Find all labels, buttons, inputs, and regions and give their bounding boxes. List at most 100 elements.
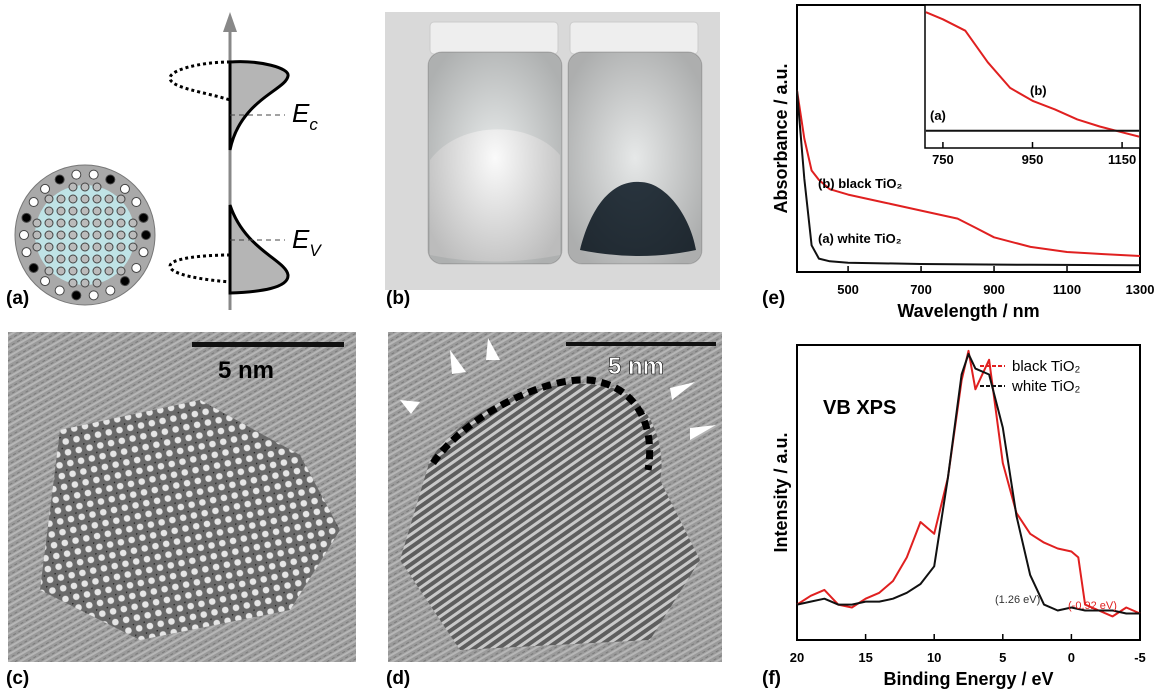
surface-dot — [106, 286, 115, 295]
x-tick-label: 5 — [999, 650, 1006, 665]
lattice-dot — [93, 183, 101, 191]
lattice-dot — [105, 195, 113, 203]
lattice-dot — [129, 231, 137, 239]
lattice-dot — [45, 243, 53, 251]
lattice-dot — [69, 219, 77, 227]
surface-dot — [41, 184, 50, 193]
x-tick-label: 1150 — [1108, 152, 1136, 167]
x-tick-label: 700 — [910, 282, 932, 297]
lattice-dot — [93, 231, 101, 239]
lattice-dot — [117, 195, 125, 203]
lattice-dot — [57, 219, 65, 227]
x-tick-label: 0 — [1068, 650, 1075, 665]
annotation: (-0.92 eV) — [1068, 600, 1117, 612]
lattice-dot — [69, 231, 77, 239]
lattice-dot — [117, 231, 125, 239]
ev-main: E — [292, 224, 310, 254]
x-axis-label: Binding Energy / eV — [883, 669, 1053, 689]
ec-main: E — [292, 98, 310, 128]
lattice-dot — [117, 219, 125, 227]
surface-dot — [55, 175, 64, 184]
scale-bar-label: 5 nm — [218, 357, 274, 384]
lattice-dot — [45, 255, 53, 263]
panel-label: (a) — [6, 288, 29, 309]
lattice-dot — [69, 195, 77, 203]
lattice-dot — [81, 255, 89, 263]
series-label: (b) black TiO₂ — [818, 176, 902, 191]
surface-dot — [120, 277, 129, 286]
lattice-dot — [105, 207, 113, 215]
panel-label: (f) — [762, 668, 781, 689]
lattice-dot — [69, 243, 77, 251]
lattice-dot — [129, 219, 137, 227]
lattice-dot — [33, 219, 41, 227]
plot-frame — [797, 345, 1140, 640]
surface-dot — [139, 213, 148, 222]
lattice-dot — [105, 267, 113, 275]
lattice-dot — [81, 219, 89, 227]
lattice-dot — [81, 279, 89, 287]
surface-dot — [89, 170, 98, 179]
lattice-dot — [117, 243, 125, 251]
x-tick-label: -5 — [1134, 650, 1146, 665]
annotation: VB XPS — [823, 397, 896, 419]
surface-dot — [106, 175, 115, 184]
lattice-dot — [45, 231, 53, 239]
surface-dot — [55, 286, 64, 295]
lattice-dot — [93, 195, 101, 203]
panel-label: (d) — [386, 668, 410, 689]
lattice-dot — [69, 267, 77, 275]
ec-sub: c — [309, 115, 318, 134]
panel-d-tem — [388, 332, 722, 662]
surface-dot — [132, 198, 141, 207]
lattice-dot — [57, 255, 65, 263]
surface-dot — [72, 291, 81, 300]
scale-bar-label: 5 nm — [608, 353, 664, 380]
lattice-dot — [81, 231, 89, 239]
lattice-dot — [45, 195, 53, 203]
surface-dot — [72, 170, 81, 179]
surface-dot — [41, 277, 50, 286]
lattice-dot — [81, 267, 89, 275]
legend-label: black TiO₂ — [1012, 358, 1081, 375]
annotation: (1.26 eV) — [995, 594, 1040, 606]
lattice-dot — [93, 255, 101, 263]
x-tick-label: 20 — [790, 650, 804, 665]
series-label: (b) — [1030, 83, 1047, 98]
lattice-dot — [57, 207, 65, 215]
surface-dot — [132, 263, 141, 272]
surface-dot — [89, 291, 98, 300]
figure: Ec EV (a) (b) 5 nm (c) 5 nm (d) (e) (f) … — [0, 0, 1159, 689]
lattice-dot — [81, 207, 89, 215]
panel-label: (e) — [762, 288, 785, 309]
lattice-dot — [45, 219, 53, 227]
panel-label: (b) — [386, 288, 410, 309]
x-tick-label: 900 — [983, 282, 1005, 297]
lattice-dot — [45, 207, 53, 215]
lattice-dot — [81, 195, 89, 203]
lattice-dot — [105, 255, 113, 263]
lattice-dot — [117, 255, 125, 263]
x-tick-label: 10 — [927, 650, 941, 665]
x-axis-label: Wavelength / nm — [897, 301, 1039, 321]
lattice-dot — [33, 231, 41, 239]
lattice-dot — [93, 219, 101, 227]
x-tick-label: 750 — [932, 152, 954, 167]
ev-sub: V — [309, 241, 322, 260]
x-tick-label: 1300 — [1126, 282, 1155, 297]
lattice-dot — [57, 231, 65, 239]
x-tick-label: 950 — [1022, 152, 1044, 167]
x-tick-label: 15 — [858, 650, 872, 665]
lattice-dot — [81, 243, 89, 251]
lattice-dot — [129, 243, 137, 251]
lattice-dot — [105, 243, 113, 251]
page: {"panels":{"a":{"label":"(a)","ec":{"mai… — [0, 0, 1159, 689]
lattice-dot — [93, 207, 101, 215]
lattice-dot — [33, 243, 41, 251]
surface-dot — [22, 213, 31, 222]
y-axis-label: Absorbance / a.u. — [771, 63, 791, 213]
lattice-dot — [117, 207, 125, 215]
surface-dot — [29, 198, 38, 207]
lattice-dot — [81, 183, 89, 191]
lattice-dot — [69, 183, 77, 191]
